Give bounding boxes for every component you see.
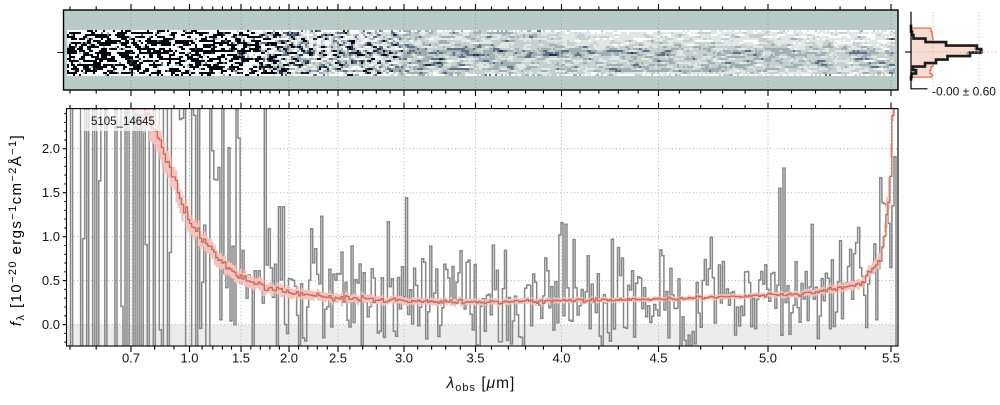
- svg-text:2.5: 2.5: [329, 351, 347, 366]
- svg-text:1.0: 1.0: [42, 229, 60, 244]
- svg-text:1.0: 1.0: [180, 351, 198, 366]
- svg-text:1.5: 1.5: [232, 351, 250, 366]
- svg-text:5105_14645: 5105_14645: [91, 116, 155, 128]
- svg-text:λobs [μm]: λobs [μm]: [446, 375, 516, 394]
- svg-text:-0.00 ± 0.60: -0.00 ± 0.60: [932, 84, 996, 98]
- svg-text:3.0: 3.0: [395, 351, 413, 366]
- svg-text:4.5: 4.5: [649, 351, 667, 366]
- svg-text:0.0: 0.0: [42, 317, 60, 332]
- svg-text:fλ [10−20 ergs−1cm−2Å−1]: fλ [10−20 ergs−1cm−2Å−1]: [7, 134, 27, 326]
- svg-text:2.0: 2.0: [42, 141, 60, 156]
- svg-text:3.5: 3.5: [466, 351, 484, 366]
- svg-text:4.0: 4.0: [552, 351, 570, 366]
- svg-text:0.5: 0.5: [42, 273, 60, 288]
- svg-text:2.0: 2.0: [280, 351, 298, 366]
- svg-text:5.5: 5.5: [882, 351, 900, 366]
- svg-text:0.7: 0.7: [122, 351, 140, 366]
- svg-text:5.0: 5.0: [759, 351, 777, 366]
- svg-text:1.5: 1.5: [42, 185, 60, 200]
